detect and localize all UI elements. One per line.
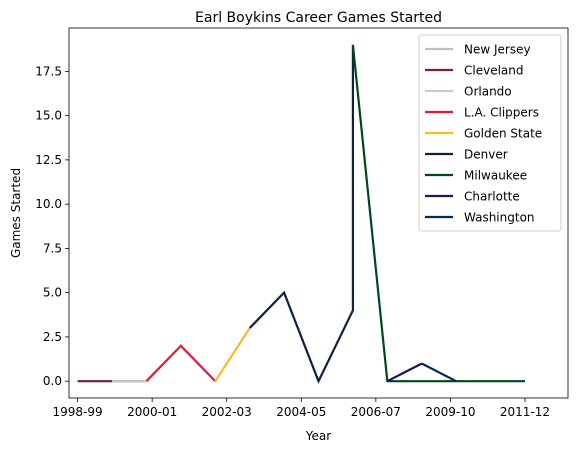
y-tick-label: 17.5 — [35, 64, 62, 78]
y-tick-label: 12.5 — [35, 153, 62, 167]
series-line-charlotte — [386, 362, 423, 383]
x-tick-label: 2004-05 — [276, 405, 326, 419]
series-line-golden-state — [214, 327, 251, 382]
legend-label-golden-state: Golden State — [464, 127, 542, 141]
y-axis-label: Games Started — [9, 168, 23, 258]
y-tick-label: 7.5 — [43, 241, 62, 255]
legend: New Jersey Cleveland Orlando L.A. Clippers G… — [418, 34, 562, 232]
plot-frame — [68, 27, 569, 399]
series-line-milwaukee — [351, 44, 525, 383]
y-tick-label: 10.0 — [35, 197, 62, 211]
legend-label-new-jersey: New Jersey — [464, 43, 531, 57]
legend-label-l-a-clippers: L.A. Clippers — [464, 106, 539, 120]
series-layer — [77, 44, 525, 384]
legend-label-washington: Washington — [464, 211, 535, 225]
x-tick-label: 1998-99 — [53, 405, 103, 419]
x-axis: 1998-99 2000-01 2002-03 2004-05 2006-07 2009-… — [53, 398, 550, 419]
y-axis: 0.0 2.5 5.0 7.5 10.0 12.5 15.0 17.5 — [35, 64, 69, 388]
y-tick-label: 0.0 — [43, 374, 62, 388]
legend-label-charlotte: Charlotte — [464, 190, 520, 204]
legend-label-milwaukee: Milwaukee — [464, 169, 527, 183]
y-tick-label: 2.5 — [43, 330, 62, 344]
x-tick-label: 2009-10 — [425, 405, 475, 419]
x-tick-label: 2011-12 — [500, 405, 550, 419]
legend-label-denver: Denver — [464, 148, 508, 162]
y-tick-label: 15.0 — [35, 109, 62, 123]
x-axis-label: Year — [305, 429, 331, 443]
legend-label-orlando: Orlando — [464, 85, 512, 99]
chart-title: Earl Boykins Career Games Started — [195, 10, 442, 26]
legend-box — [418, 34, 562, 232]
x-tick-label: 2000-01 — [127, 405, 177, 419]
series-line-l-a-clippers — [145, 344, 217, 382]
y-tick-label: 5.0 — [43, 286, 62, 300]
legend-label-cleveland: Cleveland — [464, 64, 524, 78]
x-tick-label: 2006-07 — [351, 405, 401, 419]
series-line-denver — [248, 44, 355, 384]
series-line-washington — [421, 362, 457, 383]
x-tick-label: 2002-03 — [202, 405, 252, 419]
